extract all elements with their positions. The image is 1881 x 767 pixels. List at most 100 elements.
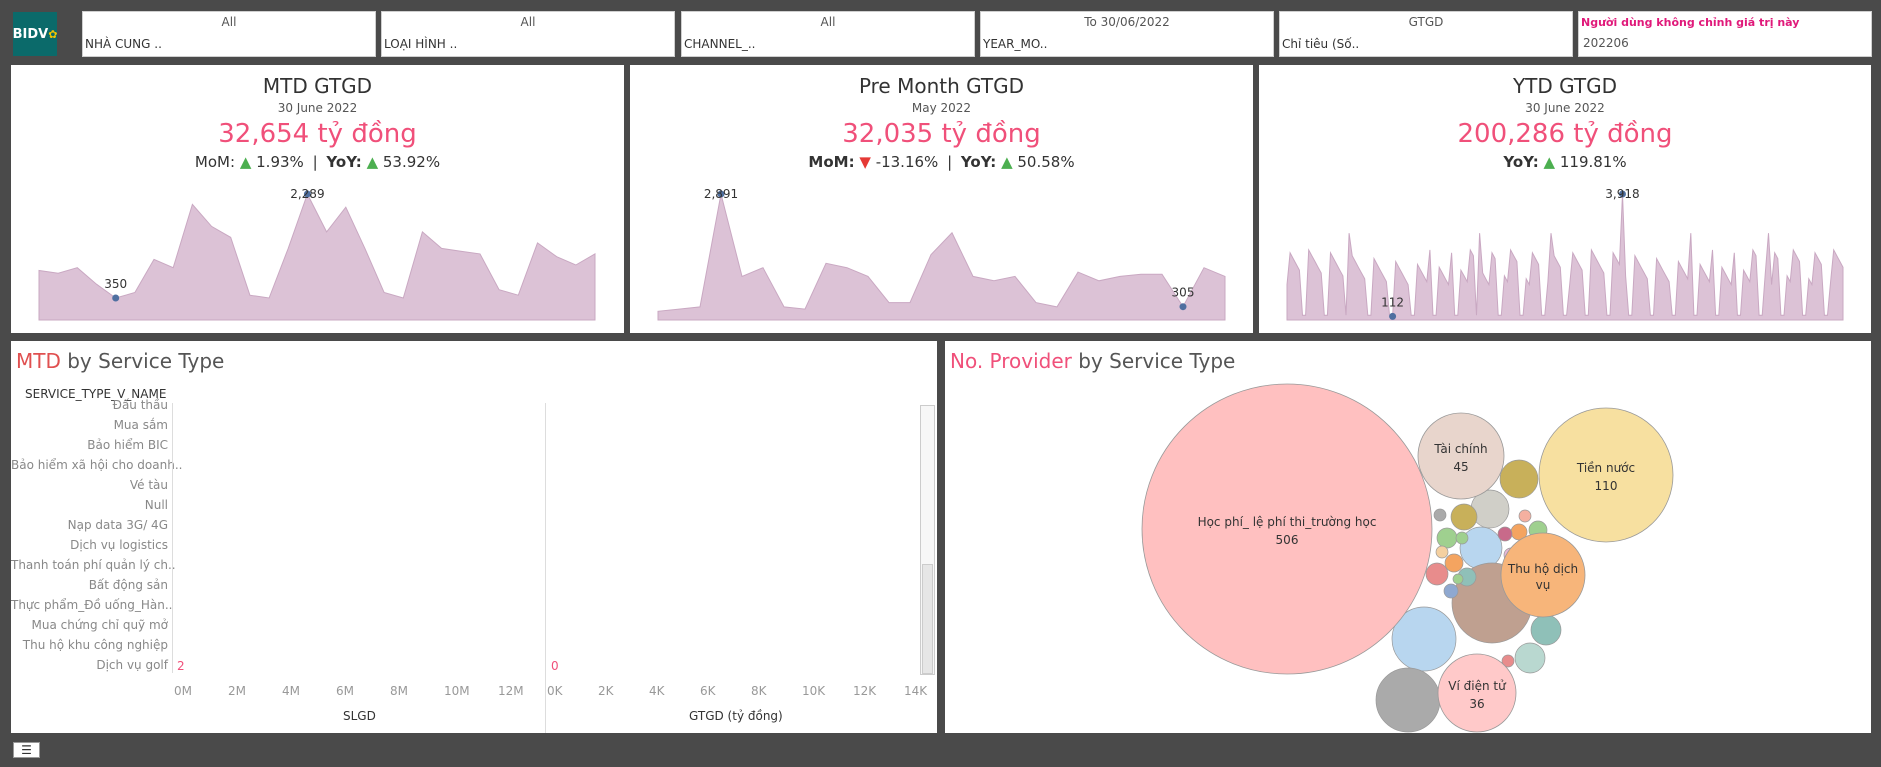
bubble [1455,531,1469,545]
up-arrow-icon: ▲ [1001,153,1013,171]
bubble-label: vụ [1536,578,1551,592]
bubble-value: 506 [1276,533,1299,547]
bubble [1530,614,1562,646]
service-type-label: Thu hộ khu công nghiệp [22,638,168,652]
slgd-tick: 0M [174,684,192,698]
gtgd-tick: 4K [649,684,665,698]
gtgd-tick: 2K [598,684,614,698]
kpi-date: 30 June 2022 [1525,101,1605,115]
bubble-label: Tiền nước [1576,461,1635,475]
filter-metric[interactable]: GTGD Chỉ tiêu (Số.. [1279,11,1573,57]
bubble-value: 110 [1595,479,1618,493]
sparkline-area [657,193,1226,321]
logo-star-icon: ✿ [48,27,58,41]
service-type-label: Thanh toán phí quản lý ch.. [11,558,176,572]
service-type-label: Bất động sản [88,578,168,592]
max-point [717,190,725,198]
slgd-axis-title: SLGD [343,709,376,723]
gtgd-tick: 12K [853,684,877,698]
min-label: 350 [104,277,127,291]
min-point [112,294,120,302]
scrollbar[interactable] [920,405,935,675]
bubble-label: Học phí_ lệ phí thi_trường học [1198,515,1377,529]
service-type-label: Đấu thầu [112,398,168,412]
bubble-label: Tài chính [1433,442,1487,456]
filter-channel[interactable]: All CHANNEL_.. [681,11,975,57]
max-label: 3,918 [1605,187,1639,201]
kpi-premonth-panel: Pre Month GTGD May 2022 32,035 tỷ đồng M… [630,65,1253,333]
panel-title: MTD by Service Type [16,349,225,373]
service-type-label: Null [144,498,168,512]
bubble-value: 45 [1453,460,1468,474]
bubble-label: Ví điện tử [1448,679,1507,693]
min-label: 112 [1381,295,1404,309]
bubble-value: 36 [1469,697,1484,711]
slgd-tick: 8M [390,684,408,698]
provider-by-service-panel: No. Provider by Service Type Học phí_ lệ… [945,341,1871,733]
slgd-axis-line [172,403,173,673]
notice-box: Người dùng không chỉnh giá trị này 20220… [1578,11,1872,57]
filter-year-month[interactable]: To 30/06/2022 YEAR_MO.. [980,11,1274,57]
kpi-date: 30 June 2022 [277,101,358,115]
row-labels: Đấu thầu Mua sắm Bảo hiểm BIC Bảo hiểm xã h… [11,398,182,678]
bubble [1497,526,1513,542]
slgd-tick: 12M [498,684,524,698]
sparkline-ytd: 3,918 112 [1286,187,1844,321]
bubble-chart: Học phí_ lệ phí thi_trường học 506 Tài chí… [1141,383,1674,733]
bubble [1433,508,1447,522]
max-point [1618,190,1626,198]
kpi-change: YoY: ▲ 119.81% [1503,153,1627,171]
gtgd-tick: 14K [904,684,928,698]
kpi-title: Pre Month GTGD [858,74,1025,98]
menu-button[interactable]: ☰ [13,742,40,758]
bubble-label: Thu hộ dịch [1507,562,1578,576]
panel-title: No. Provider by Service Type [950,349,1236,373]
notice-text: Người dùng không chỉnh giá trị này [1581,16,1800,29]
hamburger-icon: ☰ [21,743,32,757]
bubble [1425,562,1449,586]
column-header: SERVICE_TYPE_V_NAME [25,387,167,401]
slgd-tick: 10M [444,684,470,698]
up-arrow-icon: ▲ [1543,153,1556,171]
up-arrow-icon: ▲ [366,153,379,171]
slgd-tick: 2M [228,684,246,698]
kpi-title: MTD GTGD [262,74,373,98]
kpi-value: 32,035 tỷ đồng [842,119,1041,149]
mtd-by-service-panel: MTD by Service Type SERVICE_TYPE_V_NAME … [11,341,937,733]
service-type-label: Nạp data 3G/ 4G [67,518,168,532]
kpi-date: May 2022 [911,101,972,115]
sparkline-area [38,192,596,321]
gtgd-tick: 10K [802,684,826,698]
notice-value: 202206 [1583,36,1629,50]
bubble [1444,553,1464,573]
bubble [1514,642,1546,674]
kpi-change: MoM: ▼ -13.16% | YoY: ▲ 50.58% [808,153,1075,171]
bubble [1435,545,1449,559]
bubble-labeled [1500,532,1586,618]
filter-provider[interactable]: All NHÀ CUNG .. [82,11,376,57]
max-label: 2,289 [290,187,324,201]
service-type-label: Thực phẩm_Đồ uống_Hàn.. [11,598,173,612]
gtgd-tick: 8K [751,684,767,698]
bubble [1499,459,1539,499]
max-point [303,190,311,198]
service-type-label: Bảo hiểm BIC [87,438,168,452]
bubble-labeled [1538,407,1674,543]
max-label: 2,891 [704,187,738,201]
bubble [1459,526,1503,570]
bubble-labeled [1141,383,1433,675]
kpi-value: 200,286 tỷ đồng [1457,119,1673,149]
filter-type[interactable]: All LOẠI HÌNH .. [381,11,675,57]
service-type-label: Dịch vụ logistics [70,538,168,552]
logo: BIDV ✿ [13,12,57,56]
service-type-label: Vé tàu [129,478,168,492]
bubble [1518,509,1532,523]
gtgd-axis-line [545,403,546,733]
kpi-mtd-panel: MTD GTGD 30 June 2022 32,654 tỷ đồng MoM… [11,65,624,333]
slgd-tick: 4M [282,684,300,698]
bubble [1452,573,1464,585]
sparkline-area [1286,193,1844,321]
slgd-axis: 0M 2M 4M 6M 8M 10M 12M 0K 2K 4K 6K 8K 10K 12K 14K [11,684,937,700]
gtgd-axis-title: GTGD (tỷ đồng) [689,709,783,723]
scrollbar-thumb[interactable] [922,564,933,674]
